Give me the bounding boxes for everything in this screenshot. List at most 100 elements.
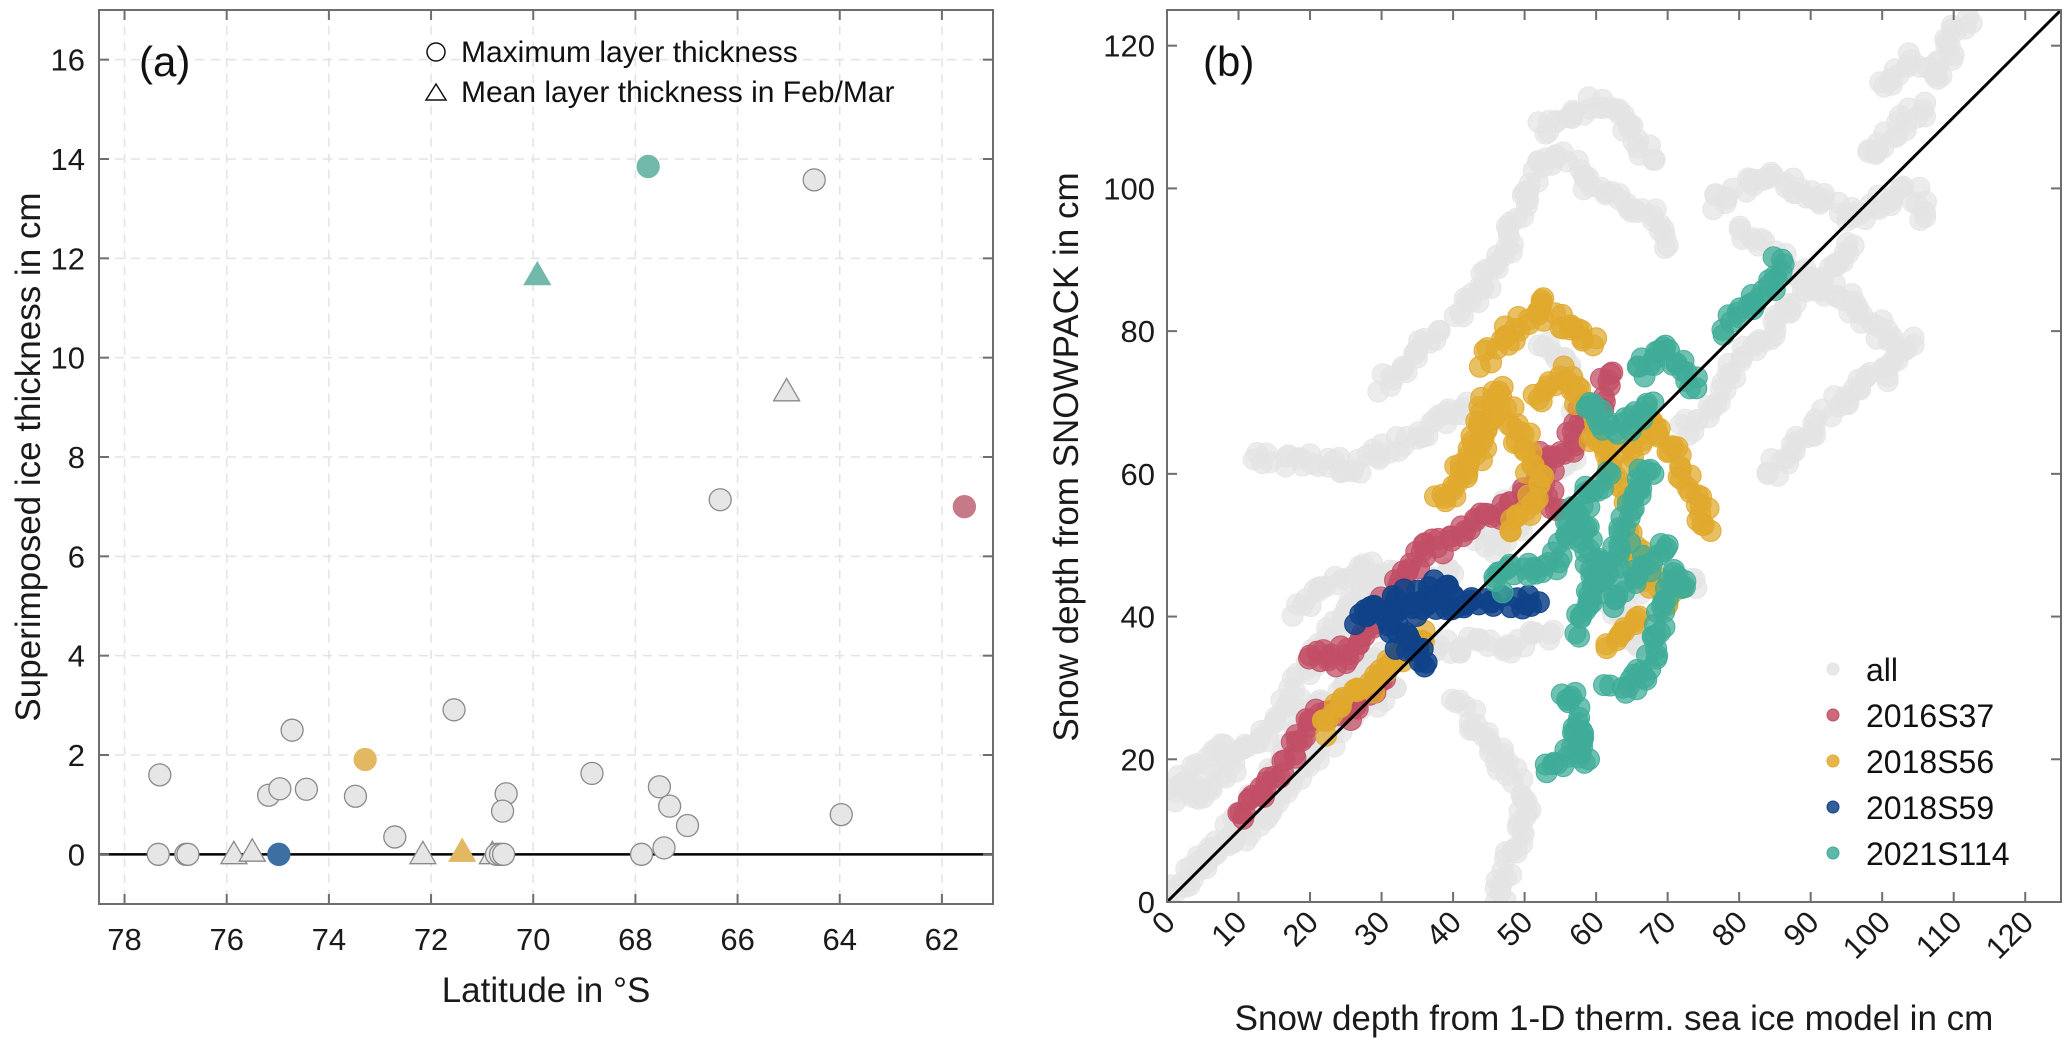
panel-a-grid [99,10,993,904]
data-point [1914,91,1937,114]
legend-entry-all: all [1866,652,1898,688]
y-tick-label: 20 [1121,742,1155,777]
data-point [1542,619,1565,642]
y-tick-label: 12 [51,241,85,276]
data-point [1656,534,1679,557]
x-tick-label: 110 [1909,904,1969,964]
y-tick-label: 60 [1121,457,1155,492]
y-tick-label: 100 [1103,171,1155,206]
data-point-circle [267,842,291,866]
x-tick-label: 40 [1419,904,1468,953]
panel-b-label: (b) [1203,38,1254,85]
panel-b-legend: all 2016S37 2018S56 2018S59 2021S114 [1826,652,2010,872]
panel-b-y-tick-labels: 0 20 40 60 80 100 120 [1103,29,1155,920]
y-tick-label: 16 [51,43,85,78]
data-point-circle [268,777,292,801]
x-tick-label: 64 [823,922,857,957]
data-point-circle [383,825,407,849]
data-point-circle [675,813,700,838]
panel-a-label: (a) [139,38,190,85]
data-point [1914,205,1937,228]
x-tick-label: 120 [1979,904,2040,965]
legend-marker-2021S114 [1826,846,1840,860]
x-tick-label: 70 [516,922,550,957]
y-tick-label: 80 [1121,314,1155,349]
legend-circle-marker-icon [426,42,446,62]
panel-b-one-to-one-line [1167,10,2061,902]
data-point [1499,519,1522,542]
data-point [1484,891,1507,902]
data-point [1442,584,1465,607]
legend-entry-2021S114: 2021S114 [1866,836,2010,872]
y-tick-label: 8 [68,440,85,475]
panel-b-y-axis-title: Snow depth from SNOWPACK in cm [1047,172,1086,741]
data-point-circle [829,802,853,827]
x-tick-label: 10 [1204,904,1253,953]
data-point-circle [148,763,172,787]
data-point-circle [652,836,676,860]
legend-entry-mean: Mean layer thickness in Feb/Mar [461,76,895,109]
data-point [1756,462,1779,485]
data-point-triangle [408,840,438,865]
data-point-circle [343,784,368,808]
data-point [1527,334,1550,357]
x-tick-label: 60 [1562,904,1611,953]
data-point-circle [802,168,826,192]
data-point [1599,462,1622,485]
data-point-circle [657,794,682,818]
x-tick-label: 72 [414,922,448,957]
legend-marker-2018S59 [1826,800,1840,814]
panel-a-legend: Maximum layer thickness Mean layer thick… [424,36,895,109]
x-tick-label: 66 [720,922,754,957]
y-tick-label: 6 [68,539,85,574]
data-point-circle [280,718,304,742]
data-point [1285,724,1308,747]
data-point [1413,655,1436,678]
x-tick-label: 62 [925,922,959,957]
data-point-triangle [448,837,477,862]
panel-a-y-axis-title: Superimposed ice thickness in cm [9,192,48,721]
data-point-circle [490,799,515,823]
x-tick-label: 70 [1633,904,1682,953]
data-point [1642,391,1665,414]
data-point-circle [442,698,466,722]
data-point-circle [636,154,660,179]
legend-marker-2016S37 [1826,708,1840,722]
legend-triangle-marker-icon [424,82,448,101]
y-tick-label: 14 [51,142,85,177]
y-tick-label: 0 [1138,885,1155,920]
data-point-circle [708,488,732,512]
x-tick-label: 78 [107,922,141,957]
legend-entry-2018S59: 2018S59 [1866,790,1994,826]
data-point [1656,234,1679,257]
data-point [1654,334,1677,357]
data-point-circle [629,842,654,866]
panel-a-x-tick-labels: 78 76 74 72 70 68 66 64 62 [107,922,959,957]
y-tick-label: 120 [1103,29,1155,64]
panel-b-points [1167,10,1983,902]
x-tick-label: 76 [209,922,243,957]
data-point [1443,305,1466,328]
panel-a-x-axis-title: Latitude in °S [442,971,651,1010]
x-tick-label: 20 [1276,904,1325,953]
data-point-circle [580,761,604,786]
x-tick-label: 30 [1347,904,1396,953]
data-point [1842,234,1865,257]
x-tick-label: 74 [312,922,346,957]
panel-a-y-tick-labels: 0 2 4 6 8 10 12 14 16 [51,43,85,873]
data-point-circle [294,777,319,801]
data-point [1585,327,1608,350]
y-tick-label: 10 [51,341,85,376]
data-point [1213,734,1236,757]
data-point [1771,248,1794,271]
data-point-triangle [523,260,552,286]
x-tick-label: 68 [618,922,652,957]
data-point [1957,10,1980,29]
x-tick-label: 80 [1705,904,1754,953]
data-point [1577,748,1600,771]
y-tick-label: 4 [68,639,85,674]
data-point-triangle [238,837,267,862]
panel-b: 0 10 20 30 40 50 60 70 80 90 100 110 120 02040608010… [1047,9,2062,1038]
data-point [1670,577,1693,600]
